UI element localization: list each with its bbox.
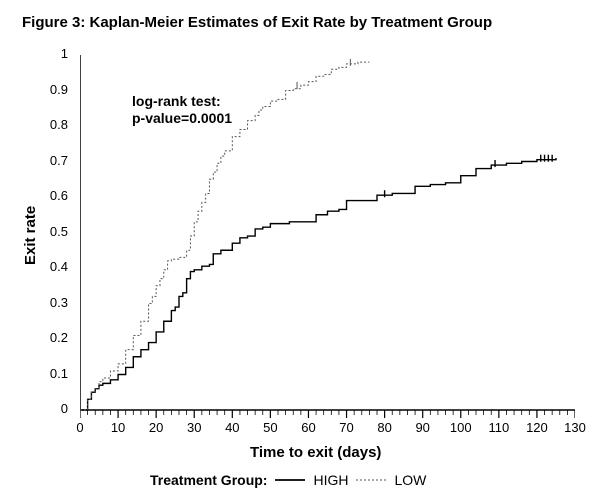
y-tick-label: 0.8 (50, 117, 68, 132)
x-tick-label: 50 (258, 420, 282, 435)
legend-title: Treatment Group: (150, 472, 267, 488)
legend-label-low: LOW (394, 472, 426, 488)
x-tick-label: 100 (449, 420, 473, 435)
legend-swatch-high (273, 474, 307, 486)
y-tick-label: 0.6 (50, 188, 68, 203)
x-tick-label: 120 (525, 420, 549, 435)
series-high (80, 158, 556, 410)
x-tick-label: 0 (68, 420, 92, 435)
y-axis-label: Exit rate (22, 206, 39, 265)
x-tick-label: 40 (220, 420, 244, 435)
legend-swatch-low (354, 474, 388, 486)
y-tick-label: 0.4 (50, 259, 68, 274)
y-tick-label: 1 (61, 46, 68, 61)
y-tick-label: 0.9 (50, 82, 68, 97)
x-tick-label: 110 (487, 420, 511, 435)
figure-title: Figure 3: Kaplan-Meier Estimates of Exit… (22, 14, 492, 31)
x-tick-label: 70 (335, 420, 359, 435)
y-tick-label: 0 (61, 401, 68, 416)
y-tick-label: 0.7 (50, 153, 68, 168)
y-tick-label: 0.2 (50, 330, 68, 345)
logrank-annotation: log-rank test: p-value=0.0001 (132, 93, 232, 127)
x-tick-label: 60 (296, 420, 320, 435)
y-tick-label: 0.5 (50, 224, 68, 239)
x-tick-label: 20 (144, 420, 168, 435)
x-tick-label: 130 (563, 420, 587, 435)
y-tick-label: 0.3 (50, 295, 68, 310)
x-tick-label: 30 (182, 420, 206, 435)
legend-label-high: HIGH (313, 472, 348, 488)
y-tick-label: 0.1 (50, 366, 68, 381)
x-tick-label: 10 (106, 420, 130, 435)
figure-container: Figure 3: Kaplan-Meier Estimates of Exit… (0, 0, 600, 501)
legend: Treatment Group: HIGH LOW (150, 472, 426, 488)
x-axis-label: Time to exit (days) (250, 444, 381, 461)
x-tick-label: 90 (411, 420, 435, 435)
x-tick-label: 80 (373, 420, 397, 435)
